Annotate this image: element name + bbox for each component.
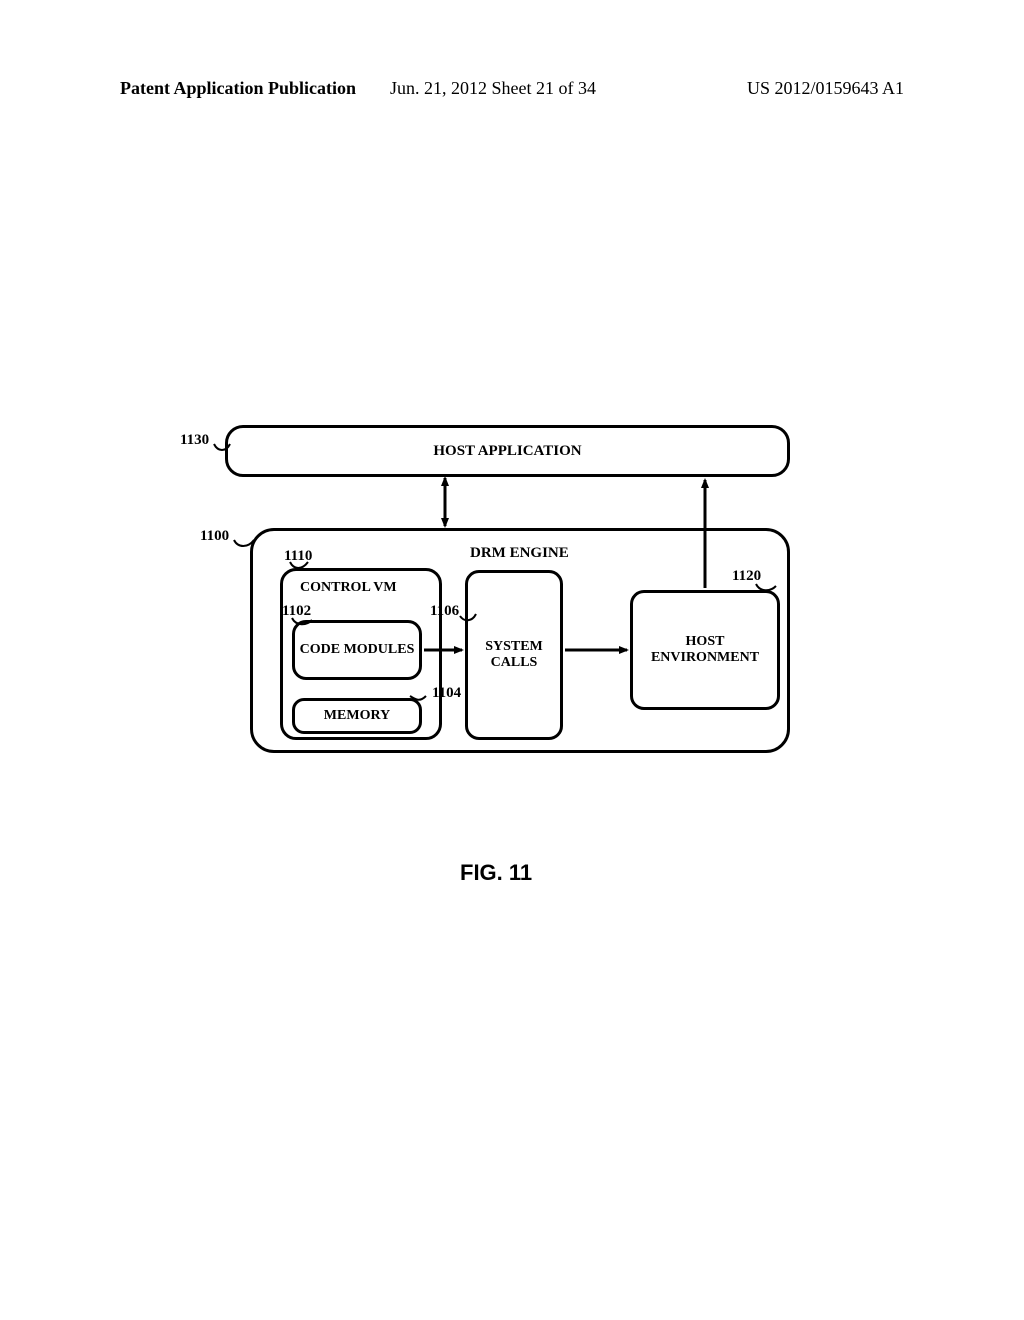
arrows-layer	[0, 0, 1024, 1320]
diagram-region: HOST APPLICATION DRM ENGINE CONTROL VM C…	[0, 0, 1024, 1320]
